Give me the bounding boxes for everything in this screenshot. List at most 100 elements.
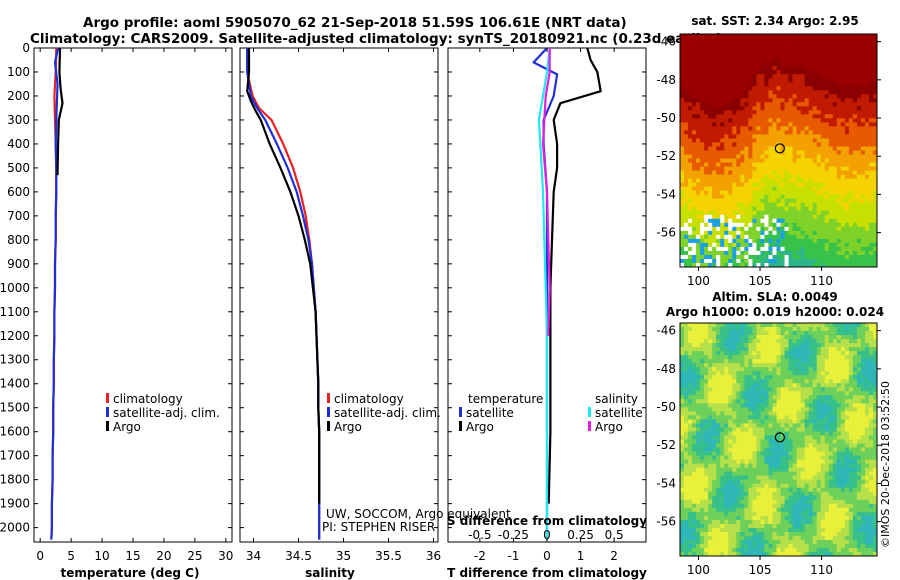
map-cell bbox=[736, 415, 741, 420]
map-cell bbox=[748, 379, 753, 384]
map-cell bbox=[800, 238, 806, 244]
map-cell bbox=[844, 82, 850, 87]
map-cell bbox=[828, 114, 834, 119]
map-cell bbox=[796, 122, 802, 127]
map-cell bbox=[700, 142, 705, 147]
map-cell bbox=[800, 178, 806, 184]
map-cell bbox=[796, 335, 802, 340]
map-cell bbox=[872, 367, 878, 372]
x-tick-label: 15 bbox=[125, 549, 140, 563]
legend-t-argo-swatch bbox=[459, 421, 462, 431]
map-cell bbox=[684, 110, 689, 115]
map-cell bbox=[776, 214, 781, 220]
map-cell bbox=[832, 214, 838, 220]
map-cell bbox=[812, 455, 818, 460]
map-cell bbox=[820, 98, 826, 103]
map-cell bbox=[844, 170, 850, 176]
map-cell bbox=[760, 359, 765, 364]
map-cell bbox=[800, 403, 806, 408]
map-cell bbox=[836, 443, 842, 448]
map-cell bbox=[744, 226, 749, 232]
map-cell bbox=[680, 339, 685, 344]
map-cell bbox=[776, 419, 781, 424]
map-cell bbox=[812, 242, 818, 248]
map-cell bbox=[760, 114, 765, 119]
map-cell bbox=[744, 222, 749, 228]
map-cell bbox=[712, 214, 717, 220]
map-cell bbox=[728, 463, 733, 469]
map-cell bbox=[796, 174, 802, 180]
map-cell bbox=[752, 122, 757, 127]
map-cell bbox=[748, 423, 753, 428]
map-cell bbox=[692, 158, 697, 163]
map-cell bbox=[852, 403, 858, 408]
map-cell bbox=[724, 206, 729, 212]
map-cell bbox=[820, 102, 826, 107]
map-cell bbox=[764, 327, 769, 332]
map-cell bbox=[756, 46, 761, 51]
map-cell bbox=[772, 399, 777, 404]
map-cell bbox=[732, 234, 737, 240]
map-cell bbox=[764, 475, 769, 481]
map-cell bbox=[852, 447, 858, 452]
map-cell bbox=[768, 375, 773, 380]
map-cell bbox=[760, 262, 765, 268]
legend-t-sat-swatch bbox=[459, 407, 462, 417]
map-cell bbox=[840, 327, 846, 332]
map-cell bbox=[792, 451, 797, 456]
map-cell bbox=[848, 323, 854, 328]
map-cell bbox=[780, 419, 785, 424]
map-cell bbox=[704, 371, 709, 376]
map-cell bbox=[780, 74, 785, 79]
map-cell bbox=[688, 214, 693, 220]
map-cell bbox=[812, 210, 818, 216]
map-cell bbox=[820, 174, 826, 180]
depth-tick-label: 2000 bbox=[0, 521, 30, 535]
map-cell bbox=[860, 182, 866, 188]
map-cell bbox=[684, 210, 689, 216]
map-cell bbox=[704, 222, 709, 228]
map-cell bbox=[824, 475, 830, 481]
map-cell bbox=[868, 162, 874, 167]
map-cell bbox=[792, 174, 797, 180]
map-cell bbox=[772, 174, 777, 180]
map-cell bbox=[844, 411, 850, 416]
map-cell bbox=[836, 387, 842, 392]
map-cell bbox=[716, 170, 721, 176]
map-cell bbox=[864, 54, 870, 59]
map-cell bbox=[688, 58, 693, 63]
map-cell bbox=[856, 166, 862, 171]
map-cell bbox=[872, 134, 878, 139]
map-cell bbox=[704, 218, 709, 224]
map-cell bbox=[764, 190, 769, 196]
map-cell bbox=[772, 451, 777, 456]
map-cell bbox=[728, 146, 733, 151]
map-cell bbox=[692, 475, 697, 481]
map-cell bbox=[688, 234, 693, 240]
map-cell bbox=[752, 447, 757, 452]
map-cell bbox=[836, 114, 842, 119]
map-cell bbox=[772, 331, 777, 336]
map-cell bbox=[816, 471, 822, 477]
map-cell bbox=[864, 467, 870, 473]
map-cell bbox=[768, 451, 773, 456]
map-cell bbox=[856, 258, 862, 264]
map-cell bbox=[716, 162, 721, 167]
map-cell bbox=[784, 443, 789, 448]
map-cell bbox=[684, 202, 689, 208]
map-cell bbox=[688, 387, 693, 392]
map-cell bbox=[740, 178, 745, 184]
map-cell bbox=[712, 102, 717, 107]
map-cell bbox=[736, 166, 741, 171]
map-cell bbox=[868, 238, 874, 244]
map-cell bbox=[684, 102, 689, 107]
map-cell bbox=[732, 327, 737, 332]
depth-tick-label: 1500 bbox=[0, 401, 30, 415]
map-cell bbox=[724, 262, 729, 268]
map-cell bbox=[856, 399, 862, 404]
map-cell bbox=[716, 50, 721, 55]
map-cell bbox=[788, 475, 793, 481]
map-cell bbox=[776, 355, 781, 360]
map-cell bbox=[836, 58, 842, 63]
map-cell bbox=[828, 94, 834, 99]
